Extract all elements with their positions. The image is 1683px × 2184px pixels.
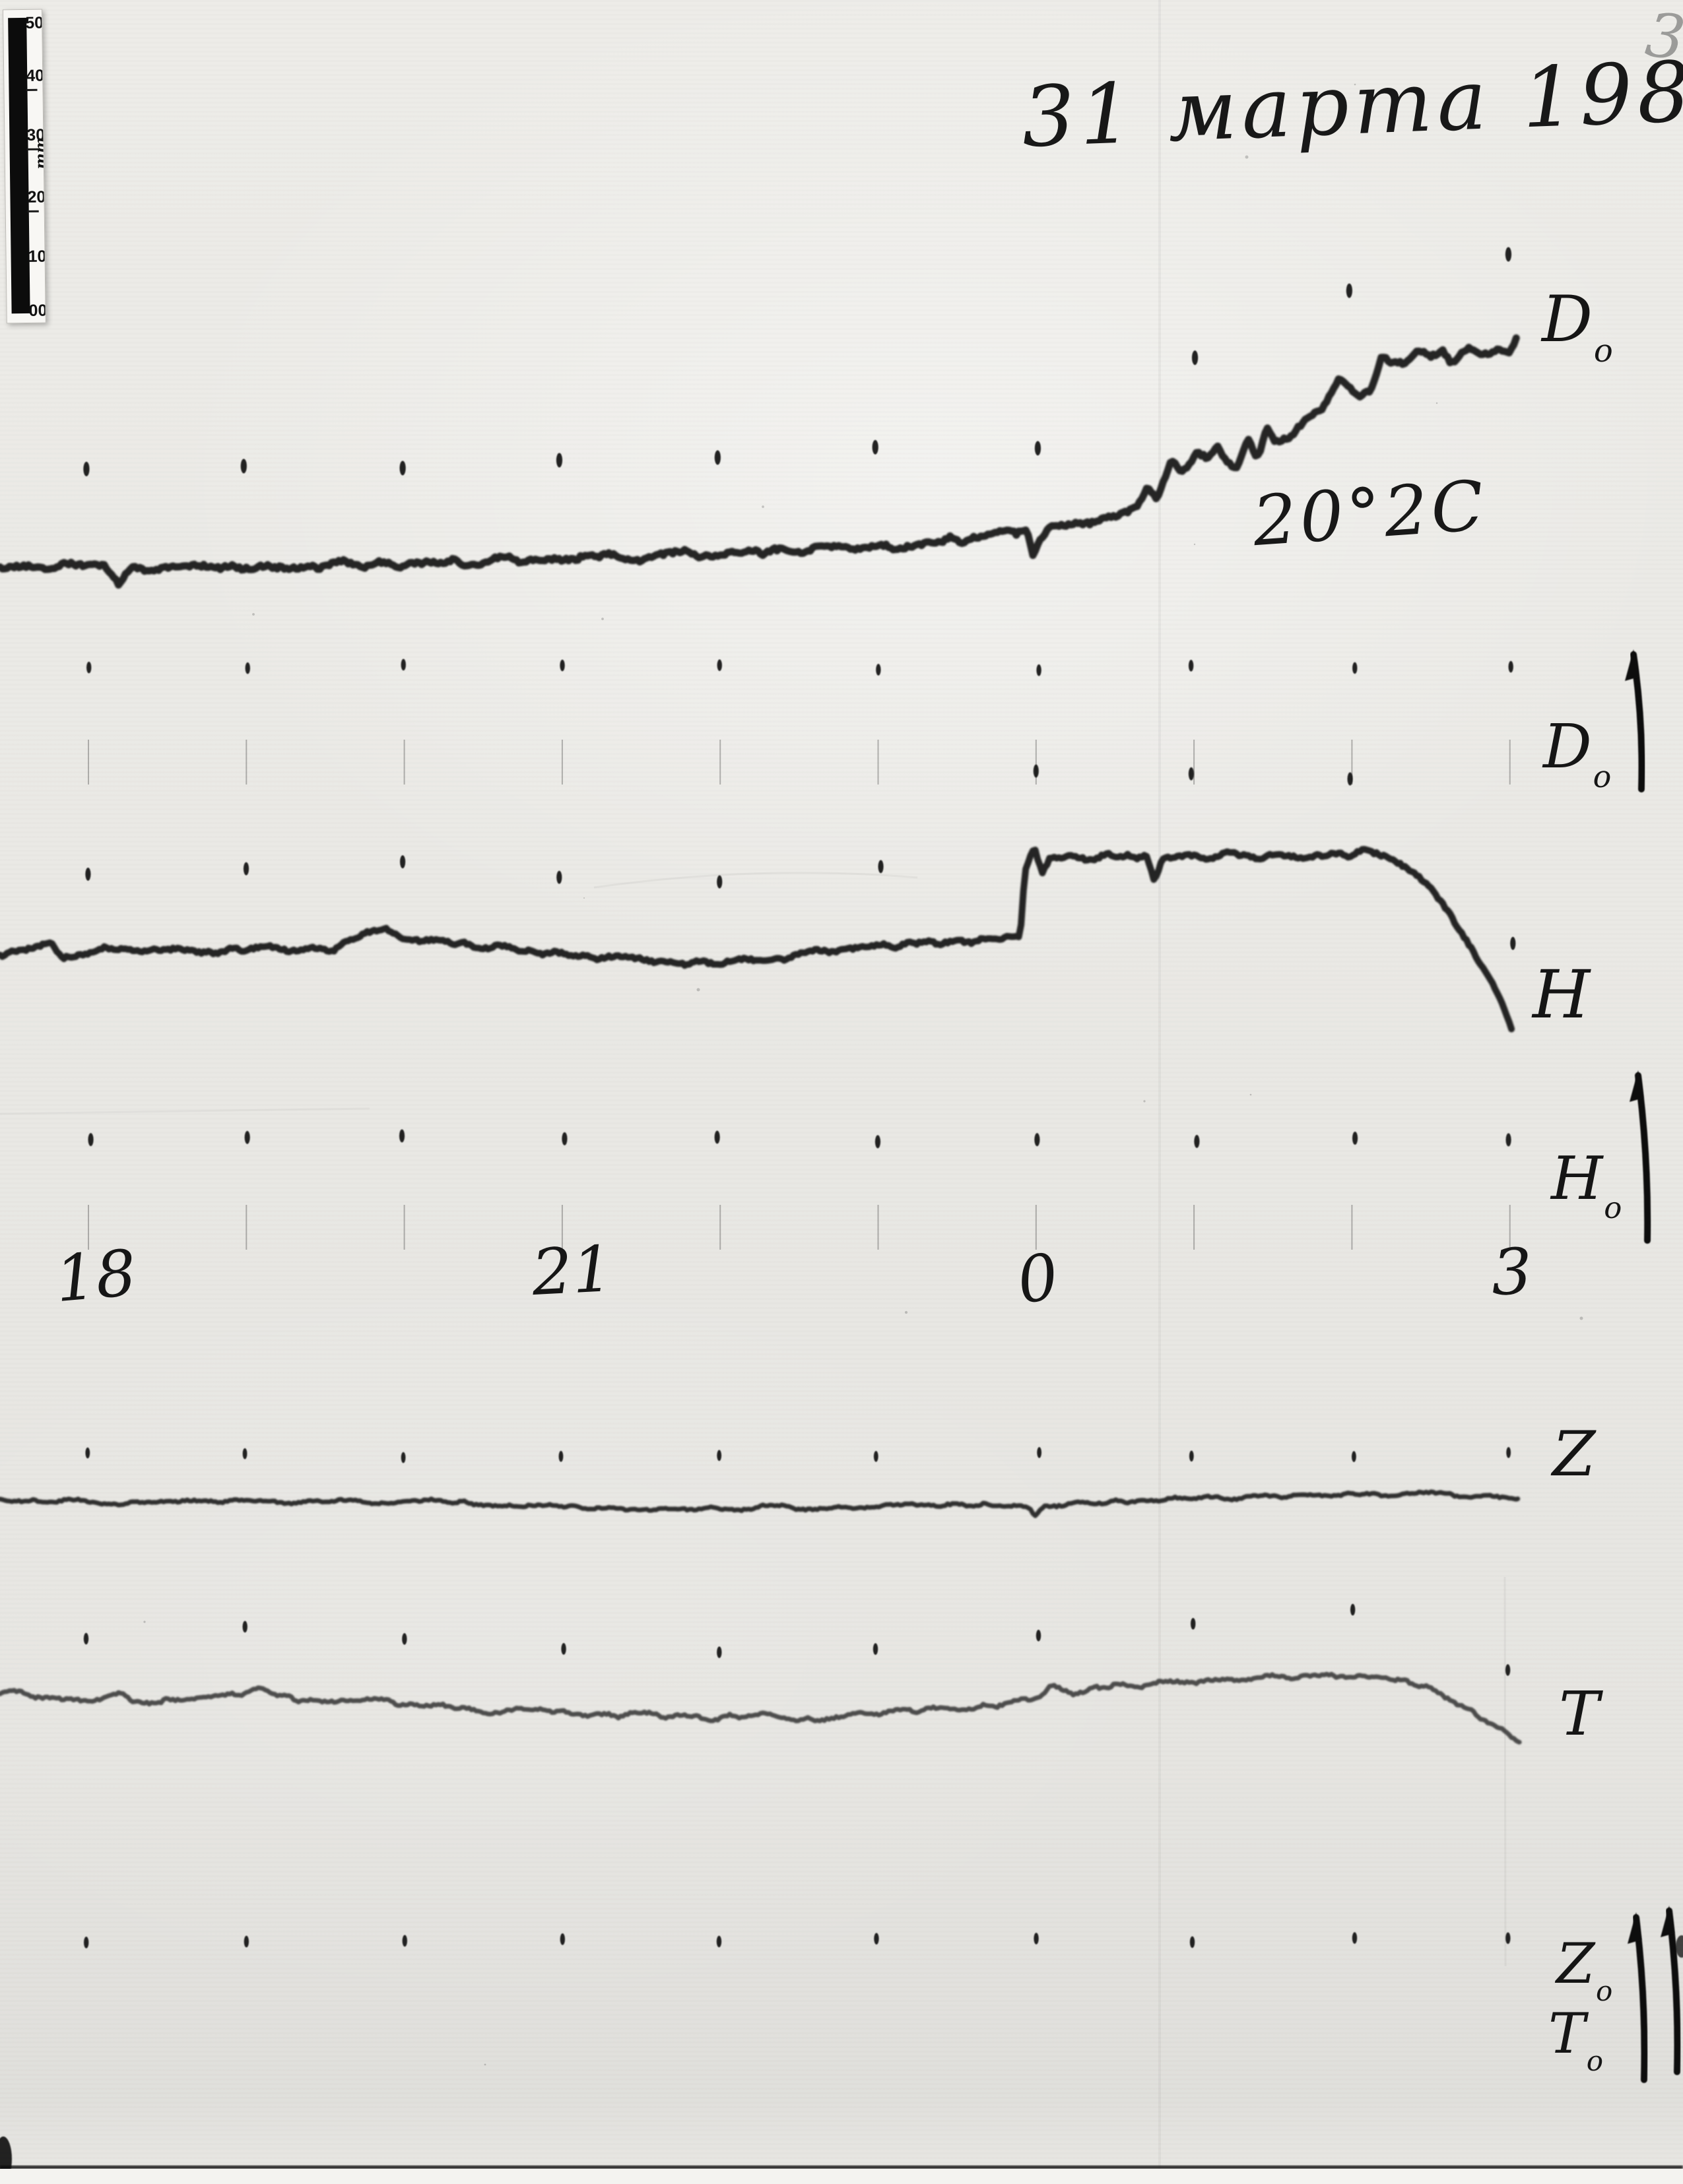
trace-label-main: Z (1556, 1931, 1595, 1996)
page-number: 3 (1641, 0, 1683, 75)
time-label-3: 3 (1490, 1234, 1534, 1310)
trace-label-main: Z (1552, 1419, 1596, 1491)
trace-label-h: H (1533, 962, 1590, 1037)
trace-label-sub: o (1604, 1190, 1622, 1225)
temperature-annotation: 20°2C (1250, 465, 1490, 562)
ruler-mark-10: 10 (28, 247, 46, 266)
time-label-18: 18 (52, 1235, 139, 1317)
time-label-21: 21 (530, 1231, 615, 1310)
ruler-mark-20: 20 (27, 187, 46, 207)
trace-label-main: D (1542, 282, 1593, 356)
trace-label-sub: o (1586, 2045, 1603, 2078)
baseline-label-h0: Ho (1551, 1149, 1622, 1223)
ruler-mark-50: 50 (25, 13, 44, 32)
trace-label-main: D (1543, 711, 1592, 782)
trace-label-z: Z (1552, 1424, 1595, 1494)
mm-scale-ruler: 50 40 30 mm 20 10 00 (3, 9, 46, 324)
ruler-tick (27, 210, 39, 212)
ruler-mark-40: 40 (26, 66, 45, 85)
trace-label-main: H (1533, 956, 1591, 1033)
baseline-label-t0: To (1548, 2006, 1603, 2075)
trace-label-sub: o (1596, 1975, 1613, 2008)
ruler-mark-00: 00 (28, 301, 46, 320)
trace-label-main: T (1559, 1679, 1600, 1749)
ruler-tick (26, 88, 38, 91)
ruler-tick (26, 148, 38, 150)
ruler-black-bar (8, 17, 30, 314)
baseline-label-d0: Do (1543, 717, 1611, 792)
trace-label-sub: o (1593, 332, 1613, 369)
trace-label-main: T (1548, 2001, 1586, 2066)
trace-label-d-top: Do (1542, 288, 1613, 367)
trace-label-main: H (1551, 1144, 1603, 1213)
trace-label-t: T (1559, 1684, 1599, 1752)
baseline-label-z0: Zo (1556, 1936, 1612, 2005)
trace-label-sub: o (1593, 758, 1612, 794)
